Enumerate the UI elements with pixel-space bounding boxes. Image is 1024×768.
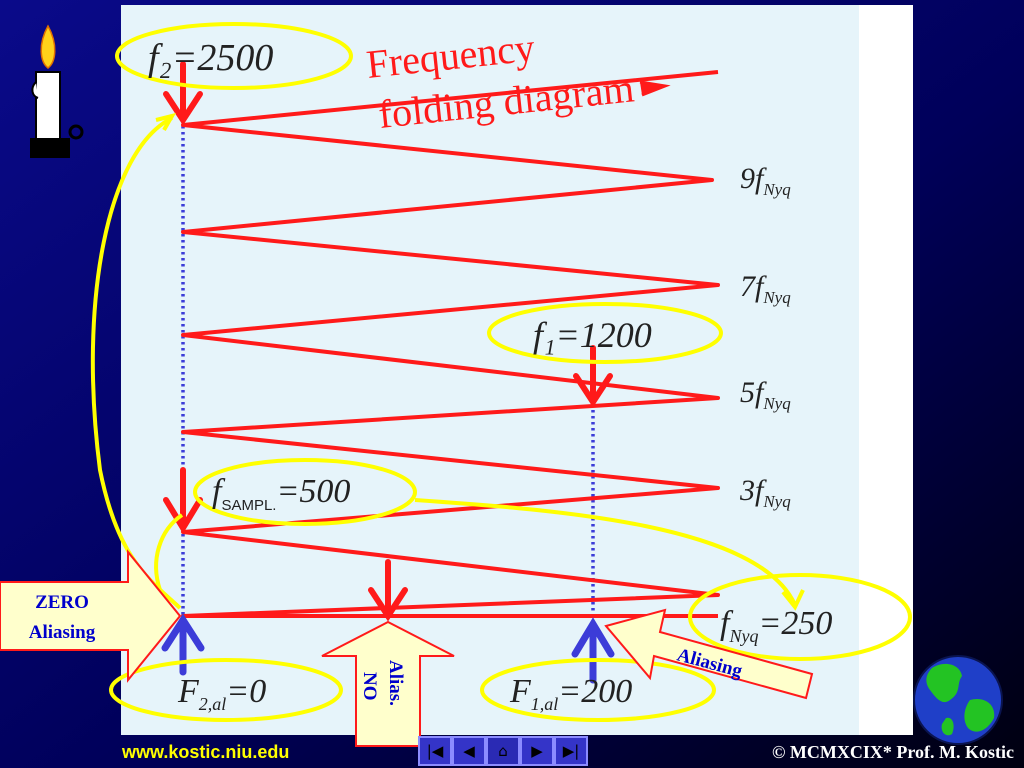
label-3fnyq: 3fNyq xyxy=(739,474,791,511)
callout-aliasing xyxy=(604,608,814,700)
label-fsampl: fSAMPL.=500 xyxy=(212,473,350,514)
callout-no-line2: Alias. xyxy=(385,660,406,706)
label-alias1: F1,al=200 xyxy=(509,673,632,714)
highlight-alias2 xyxy=(109,658,343,722)
connector-arrow-nyq-icon xyxy=(781,589,805,611)
globe-icon xyxy=(913,655,1003,745)
callout-no-line1: NO xyxy=(359,672,380,701)
connector-arrow-top-icon xyxy=(155,112,177,131)
connector-curve-sampl xyxy=(154,513,184,591)
label-f2: f₂=2500 xyxy=(148,37,273,79)
nav-next-button[interactable]: ▶ xyxy=(520,736,554,766)
nav-controls: |◀ ◀ ⌂ ▶ ▶| xyxy=(418,736,588,766)
highlight-f2 xyxy=(115,22,353,90)
arrow-up-alias1-icon xyxy=(571,617,615,684)
footer-url-link[interactable]: www.kostic.niu.edu xyxy=(122,742,290,762)
arrow-down-fsampl-icon xyxy=(163,467,203,534)
highlight-fsampl xyxy=(193,458,417,526)
label-nyq-value: =250 xyxy=(758,605,832,642)
label-nyq: fNyq=250 xyxy=(720,605,832,646)
label-fsampl-value: =500 xyxy=(276,473,350,510)
folding-curve xyxy=(181,70,720,618)
candle-logo-icon xyxy=(30,24,84,158)
arrow-down-f1-icon xyxy=(573,345,613,408)
highlight-nyq xyxy=(688,573,912,661)
callout-zero-aliasing xyxy=(0,549,182,683)
callout-no-alias xyxy=(321,620,455,747)
label-f1: f₁=1200 xyxy=(533,315,652,355)
label-7fnyq: 7fNyq xyxy=(740,270,791,307)
label-5fnyq: 5fNyq xyxy=(740,376,791,413)
footer-copyright: © MCMXCIX* Prof. M. Kostic xyxy=(771,742,1014,762)
highlight-alias1 xyxy=(480,658,716,722)
label-fsampl-sub: SAMPL. xyxy=(221,497,276,514)
curve-end-arrow-icon xyxy=(639,80,671,97)
callout-zero-line2: Aliasing xyxy=(29,622,96,643)
highlight-f1 xyxy=(487,302,723,364)
nav-home-button[interactable]: ⌂ xyxy=(486,736,520,766)
label-9fnyq: 9fNyq xyxy=(740,162,791,199)
label-alias2: F2,al=0 xyxy=(177,673,266,714)
callout-zero-line1: ZERO xyxy=(35,592,89,613)
label-nyq-sub: Nyq xyxy=(728,626,758,646)
arrow-down-middle-icon xyxy=(368,559,408,622)
nav-last-button[interactable]: ▶| xyxy=(554,736,588,766)
nav-prev-button[interactable]: ◀ xyxy=(452,736,486,766)
nav-first-button[interactable]: |◀ xyxy=(418,736,452,766)
arrow-down-f2-icon xyxy=(163,61,203,126)
